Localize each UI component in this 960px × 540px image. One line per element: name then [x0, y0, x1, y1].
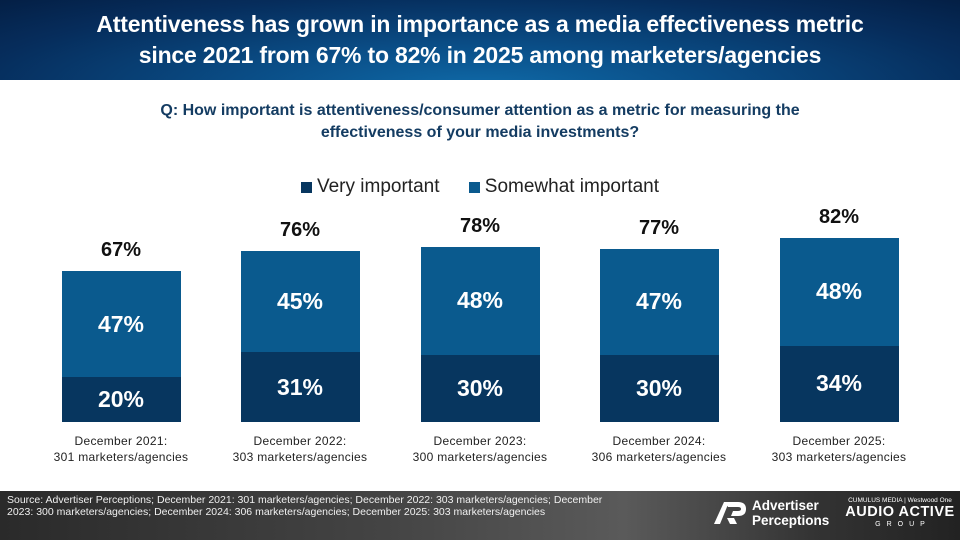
bar-data-label: 34% — [815, 370, 863, 397]
bar-total-label: 67% — [100, 239, 142, 262]
source-note: Source: Advertiser Perceptions; December… — [7, 494, 603, 518]
title-banner: Attentiveness has grown in importance as… — [0, 0, 960, 80]
legend-label-somewhat-important: Somewhat important — [484, 176, 660, 197]
bar-segment-somewhat-important: 47% — [599, 248, 719, 355]
bar-segment-somewhat-important: 45% — [240, 251, 360, 353]
audio-active-group-logo: CUMULUS MEDIA | Westwood One AUDIO ACTIV… — [845, 496, 955, 536]
category-label: December 2024: 306 marketers/agencies — [574, 433, 744, 465]
advertiser-perceptions-logo: Advertiser Perceptions — [712, 498, 837, 530]
category-label-date: December 2024: — [612, 434, 706, 448]
category-label-sample: 303 marketers/agencies — [232, 450, 368, 464]
bar-total-label: 82% — [818, 205, 860, 228]
aag-logo-sub: GROUP — [875, 521, 931, 528]
legend-swatch-somewhat-important — [468, 181, 480, 193]
category-label-date: December 2025: — [792, 434, 886, 448]
category-label-date: December 2021: — [74, 434, 168, 448]
bar-data-label: 45% — [276, 288, 324, 315]
bar-data-label: 30% — [635, 374, 683, 401]
bar-segment-very-important: 30% — [599, 354, 719, 422]
bar-segment-somewhat-important: 48% — [420, 246, 540, 355]
bar-data-label: 20% — [97, 386, 145, 412]
category-label: December 2023: 300 marketers/agencies — [395, 433, 565, 465]
question-line-1: Q: How important is attentiveness/consum… — [160, 102, 800, 119]
bar-data-label: 48% — [815, 278, 863, 304]
category-label-date: December 2023: — [433, 434, 527, 448]
bar-segment-very-important: 34% — [779, 345, 899, 422]
ap-logo-line-1: Advertiser — [752, 498, 819, 513]
category-label-sample: 301 marketers/agencies — [53, 450, 189, 464]
bar-segment-somewhat-important: 48% — [779, 237, 899, 346]
legend-item-somewhat-important: Somewhat important — [468, 176, 660, 198]
bar-segment-very-important: 20% — [61, 377, 181, 422]
bar-segment-very-important: 30% — [420, 354, 540, 422]
legend-item-very-important: Very important — [300, 176, 440, 198]
category-label: December 2022: 303 marketers/agencies — [215, 433, 385, 465]
legend-label-very-important: Very important — [316, 176, 440, 197]
title-line-1: Attentiveness has grown in importance as… — [96, 11, 864, 37]
bar-total-label: 78% — [459, 214, 501, 237]
category-label-date: December 2022: — [253, 434, 347, 448]
chart-legend: Very important Somewhat important — [0, 176, 960, 199]
aag-logo-main: AUDIO ACTIVE — [845, 504, 955, 520]
survey-question: Q: How important is attentiveness/consum… — [60, 100, 900, 144]
bar-data-label: 48% — [456, 287, 504, 313]
category-label-sample: 306 marketers/agencies — [591, 450, 727, 464]
category-label: December 2025: 303 marketers/agencies — [754, 433, 924, 465]
bar-segment-very-important: 31% — [240, 352, 360, 422]
bar-data-label: 47% — [635, 288, 683, 315]
bar-data-label: 47% — [97, 310, 145, 337]
category-label-sample: 300 marketers/agencies — [412, 450, 548, 464]
bar-total-label: 76% — [279, 219, 321, 241]
bar-data-label: 30% — [456, 374, 504, 401]
stacked-bar-chart: 20% 47% 67% December 2021: 301 marketers/age… — [0, 200, 960, 480]
category-label-sample: 303 marketers/agencies — [771, 450, 907, 464]
category-label: December 2021: 301 marketers/agencies — [36, 433, 206, 465]
ap-logo-line-2: Perceptions — [752, 513, 830, 528]
bar-total-label: 77% — [638, 216, 680, 239]
title-line-2: since 2021 from 67% to 82% in 2025 among… — [138, 42, 822, 68]
footer-bar: Source: Advertiser Perceptions; December… — [0, 491, 960, 540]
aag-logo-top: CUMULUS MEDIA | Westwood One — [848, 497, 952, 504]
ap-logo-icon — [714, 502, 746, 524]
question-line-2: effectiveness of your media investments? — [320, 124, 640, 141]
legend-swatch-very-important — [300, 181, 312, 193]
bar-data-label: 31% — [276, 373, 324, 400]
bar-segment-somewhat-important: 47% — [61, 271, 181, 377]
